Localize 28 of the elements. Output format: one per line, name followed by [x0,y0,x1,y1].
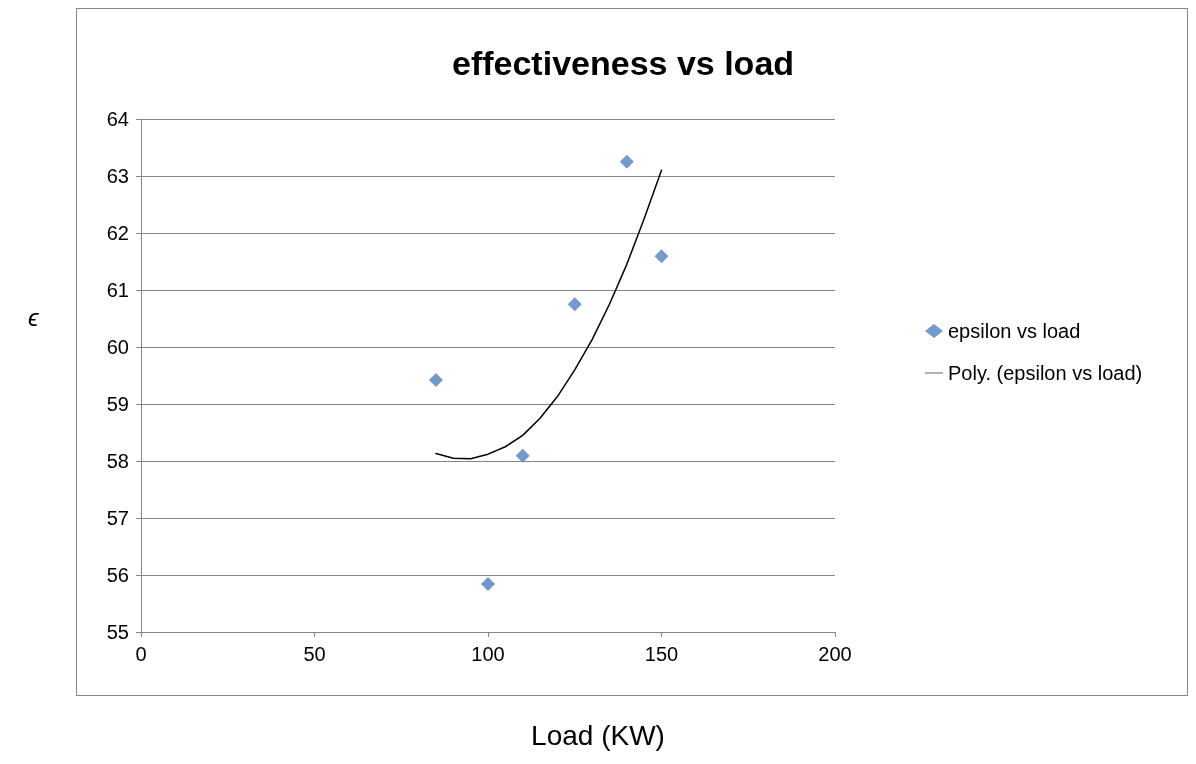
point [567,297,582,312]
x-tick-label: 150 [644,643,679,665]
point [619,154,634,169]
y-axis-title: ϵ [28,304,39,332]
y-tick-label: 64 [106,108,129,130]
y-tick-label: 57 [106,507,129,529]
x-tick-label: 200 [818,643,852,665]
y-tick-label: 63 [106,165,129,187]
point [654,249,669,264]
x-tick-label: 100 [471,643,505,665]
y-tick-label: 61 [106,279,129,301]
point [515,448,530,463]
x-axis-title: Load (KW) [530,720,666,752]
y-tick-label: 60 [106,336,129,358]
y-tick-label: 59 [106,393,129,415]
line-series [435,169,663,460]
x-tick-label: 50 [303,643,326,665]
point [428,373,443,388]
frame: 55 56 57 58 59 60 61 62 63 64 0 50 100 150 200 epsilon vs load Poly. (epsilon vs load) effectiveness vs load [76,8,1188,696]
y-tick-label: 62 [106,222,129,244]
point [481,577,495,592]
legend-label: Poly. (epsilon vs load) [948,362,1143,384]
y-tick-label: 55 [106,621,129,643]
legend-label: epsilon vs load [948,320,1081,342]
y-tick-label: 56 [106,564,129,586]
x-tick-label: 0 [135,643,147,665]
chart-title: effectiveness vs load [452,44,795,82]
y-tick-label: 58 [106,450,129,472]
